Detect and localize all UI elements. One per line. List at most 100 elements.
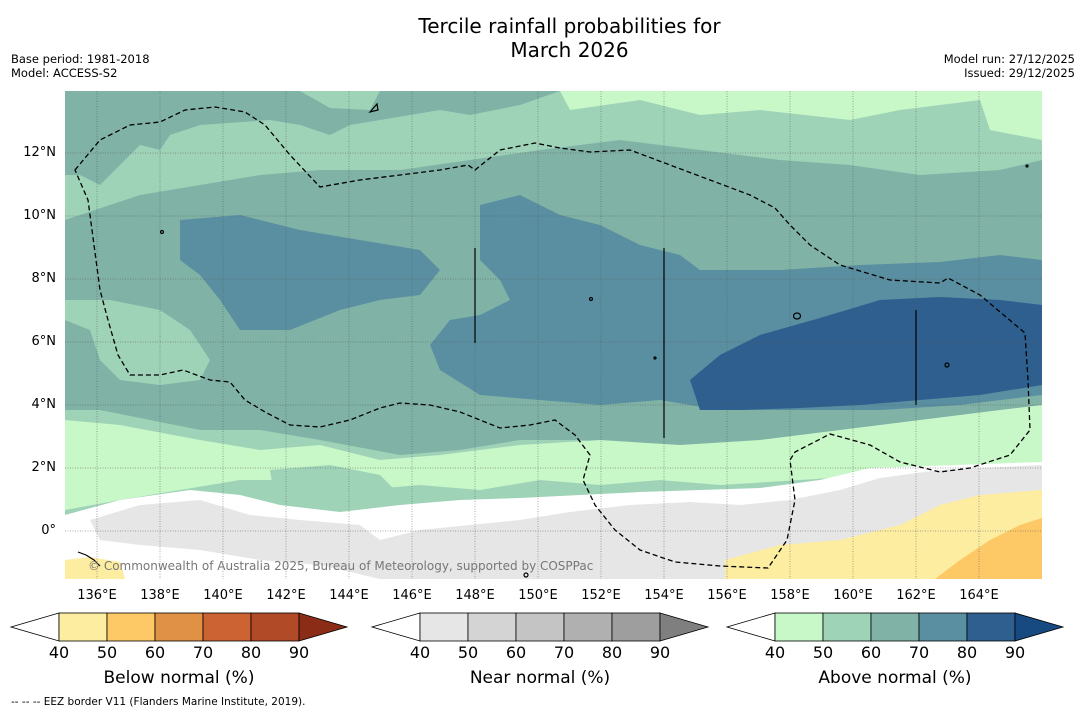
colorbar-swatch xyxy=(918,612,968,642)
colorbar-tick: 40 xyxy=(409,643,431,662)
colorbar-near-swatches xyxy=(370,612,710,642)
colorbar-swatch xyxy=(774,612,824,642)
base-period: Base period: 1981-2018 xyxy=(11,52,150,66)
island-kosrae xyxy=(944,362,950,368)
meta-left: Base period: 1981-2018 Model: ACCESS-S2 xyxy=(11,52,150,80)
colorbar-swatch xyxy=(966,612,1016,642)
region-above-80-west xyxy=(180,215,440,330)
map-title: Tercile rainfall probabilities for March… xyxy=(0,14,1085,62)
colorbar-label-above: Above normal (%) xyxy=(818,668,972,688)
lat-label: 2°N xyxy=(31,460,57,475)
region-below-50-east xyxy=(725,490,1042,579)
probability-field xyxy=(65,91,1042,579)
colorbar-swatch xyxy=(515,612,565,642)
lon-label: 148°E xyxy=(455,588,495,603)
colorbar-label-below: Below normal (%) xyxy=(103,668,255,688)
colorbar-tick: 80 xyxy=(240,643,262,662)
colorbar-extend-low xyxy=(370,612,421,642)
island-dot-3 xyxy=(653,356,657,360)
colorbar-below-swatches xyxy=(9,612,349,642)
lat-label: 6°N xyxy=(31,334,57,349)
meta-right: Model run: 27/12/2025 Issued: 29/12/2025 xyxy=(944,52,1075,80)
region-above-60-south-patch xyxy=(270,465,400,512)
colorbar-swatch xyxy=(467,612,517,642)
colorbar-tick: 70 xyxy=(908,643,930,662)
eez-border xyxy=(74,106,1031,569)
copyright-notice: © Commonwealth of Australia 2025, Bureau… xyxy=(88,559,593,573)
region-above-70-north xyxy=(65,91,560,185)
region-above-60-pocket-west xyxy=(65,300,210,385)
colorbar-swatch xyxy=(106,612,156,642)
lat-label: 10°N xyxy=(23,208,56,223)
colorbar-label-near: Near normal (%) xyxy=(469,668,611,688)
model-run: Model run: 27/12/2025 xyxy=(943,52,1075,66)
colorbar-tick: 70 xyxy=(553,643,575,662)
lon-label: 154°E xyxy=(644,588,684,603)
colorbar-swatch xyxy=(58,612,108,642)
lon-label: 144°E xyxy=(329,588,369,603)
colorbar-tick: 90 xyxy=(288,643,310,662)
colorbar-swatch xyxy=(870,612,920,642)
lat-label: 0° xyxy=(41,523,56,538)
lon-label: 164°E xyxy=(959,588,999,603)
lon-label: 136°E xyxy=(77,588,117,603)
region-below-60-east xyxy=(935,518,1042,579)
model-name: Model: ACCESS-S2 xyxy=(11,66,118,80)
lat-label: 12°N xyxy=(23,145,56,160)
island-pohnpei xyxy=(792,312,802,320)
colorbar-extend-high xyxy=(659,612,710,642)
lon-label: 158°E xyxy=(770,588,810,603)
region-above-90-east xyxy=(690,297,1042,410)
island-dot-1 xyxy=(159,229,165,235)
colorbar-extend-low xyxy=(9,612,60,642)
lon-label: 146°E xyxy=(392,588,432,603)
colorbar-tick: 40 xyxy=(48,643,70,662)
colorbar-tick: 50 xyxy=(96,643,118,662)
colorbar-extend-high xyxy=(1014,612,1065,642)
colorbar-tick: 80 xyxy=(601,643,623,662)
lon-label: 150°E xyxy=(518,588,558,603)
map-panel: © Commonwealth of Australia 2025, Bureau… xyxy=(65,91,1042,579)
colorbar-tick: 60 xyxy=(505,643,527,662)
issued-date: Issued: 29/12/2025 xyxy=(964,66,1075,80)
colorbar-tick: 40 xyxy=(764,643,786,662)
lon-label: 152°E xyxy=(581,588,621,603)
colorbar-tick: 70 xyxy=(192,643,214,662)
colorbar-extend-low xyxy=(725,612,776,642)
island-southwest xyxy=(77,551,101,567)
lon-label: 160°E xyxy=(833,588,873,603)
colorbar-tick: 90 xyxy=(649,643,671,662)
colorbar-tick: 60 xyxy=(144,643,166,662)
islands xyxy=(77,102,1029,578)
island-dot-4 xyxy=(1025,164,1029,168)
lon-label: 162°E xyxy=(896,588,936,603)
colorbar-swatch xyxy=(154,612,204,642)
lon-label: 142°E xyxy=(266,588,306,603)
colorbar-above-swatches xyxy=(725,612,1065,642)
eez-footnote: -- -- -- EEZ border V11 (Flanders Marine… xyxy=(11,696,306,708)
region-above-50-north xyxy=(560,91,1042,140)
island-dot-2 xyxy=(588,296,594,302)
colorbar-swatch xyxy=(611,612,661,642)
lon-label: 138°E xyxy=(140,588,180,603)
island-dot-5 xyxy=(523,572,529,578)
colorbar-swatch xyxy=(563,612,613,642)
lat-label: 4°N xyxy=(31,397,57,412)
lon-label: 156°E xyxy=(707,588,747,603)
colorbar-swatch xyxy=(419,612,469,642)
colorbar-tick: 50 xyxy=(457,643,479,662)
title-line-1: Tercile rainfall probabilities for xyxy=(418,14,721,38)
region-below-50-southwest xyxy=(65,557,125,579)
colorbar-swatch xyxy=(250,612,300,642)
region-above-50-south xyxy=(65,405,1042,510)
lat-label: 8°N xyxy=(31,271,57,286)
colorbar-swatch xyxy=(822,612,872,642)
graticule xyxy=(65,91,1042,579)
colorbar-tick: 60 xyxy=(860,643,882,662)
colorbar-tick: 50 xyxy=(812,643,834,662)
title-line-2: March 2026 xyxy=(510,38,629,62)
colorbar-tick: 90 xyxy=(1004,643,1026,662)
colorbar-swatch xyxy=(202,612,252,642)
island-north xyxy=(368,102,379,114)
lon-label: 140°E xyxy=(203,588,243,603)
